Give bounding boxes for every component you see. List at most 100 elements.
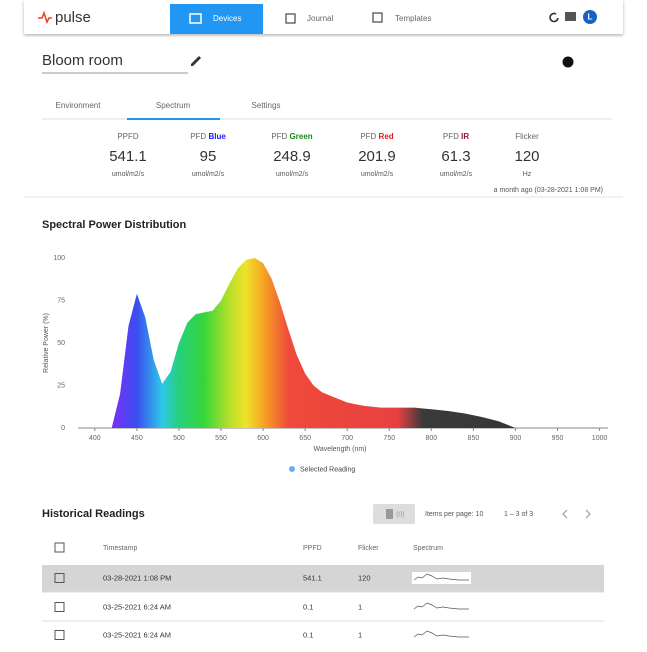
table: Timestamp PPFD Flicker Spectrum 03-28-2021 1… [42, 542, 604, 650]
checkbox[interactable] [54, 602, 65, 612]
logo: pulse [55, 9, 91, 26]
nav-tab-active[interactable] [170, 4, 263, 34]
page-size[interactable]: Items per page: 10 [425, 511, 483, 518]
tab[interactable]: Environment [56, 101, 102, 110]
chat-icon[interactable] [565, 12, 576, 21]
templates-icon [372, 12, 383, 23]
metric-label: Flicker [515, 132, 539, 141]
column-header: Spectrum [413, 545, 443, 552]
x-tick-label: 850 [468, 435, 480, 442]
header [24, 0, 623, 34]
metric-value: 248.9 [273, 148, 311, 165]
y-tick-label: 75 [57, 297, 65, 304]
x-tick-label: 1000 [592, 435, 608, 442]
avatar-letter: L [588, 13, 593, 22]
y-tick-label: 100 [53, 255, 65, 262]
y-tick-label: 0 [61, 425, 65, 432]
delete-button[interactable] [373, 504, 415, 524]
metric-label-text: PFD [443, 132, 459, 141]
metric-value: 61.3 [441, 148, 470, 165]
metric-unit: umol/m2/s [112, 171, 145, 178]
row-selected [42, 565, 604, 592]
cell: 1 [358, 630, 362, 639]
spectrum-area [111, 258, 516, 428]
pager[interactable] [562, 509, 591, 519]
cell: 0.1 [303, 630, 313, 639]
nav-tab[interactable]: Templates [395, 14, 431, 23]
page-range: 1 – 3 of 3 [504, 511, 533, 518]
journal-icon [285, 13, 296, 24]
x-tick-label: 500 [173, 435, 185, 442]
sparkline [413, 602, 469, 610]
metric-unit: umol/m2/s [192, 171, 225, 178]
cell: 541.1 [303, 573, 322, 582]
column-header: PPFD [303, 545, 322, 552]
refresh-icon[interactable] [549, 12, 559, 23]
nav-tab[interactable]: Devices [213, 14, 241, 23]
column-header: Flicker [358, 545, 379, 552]
cell: 1 [358, 602, 362, 611]
x-tick-label: 550 [215, 435, 227, 442]
metric-label-text: PFD [190, 132, 206, 141]
y-axis-label: Relative Power (%) [43, 313, 50, 373]
x-tick-label: 950 [552, 435, 564, 442]
section-title: Historical Readings [42, 508, 145, 520]
device-name[interactable]: Bloom room [42, 52, 123, 69]
metric-accent: Green [290, 132, 313, 141]
checkbox[interactable] [54, 542, 65, 553]
y-tick-label: 25 [57, 382, 65, 389]
cell: 03-25-2021 6:24 AM [103, 602, 171, 611]
metric-value: 95 [200, 148, 217, 165]
edit-icon[interactable] [191, 56, 201, 66]
metric-unit: umol/m2/s [440, 171, 473, 178]
chart-title: Spectral Power Distribution [42, 219, 187, 231]
devices-icon [189, 13, 202, 24]
metric-label: PFD Red [360, 132, 393, 141]
metric-label: PPFD [117, 132, 139, 141]
metric-label: PFD IR [443, 132, 469, 141]
nav-tab[interactable]: Journal [307, 14, 333, 23]
cell: 0.1 [303, 602, 313, 611]
metric-accent: IR [461, 132, 469, 141]
tab[interactable]: Spectrum [156, 101, 191, 110]
plot: 400 450 500 550 600 650 700 750 800 850 900 950 1000… [53, 255, 608, 442]
x-tick-label: 400 [89, 435, 101, 442]
x-tick-label: 600 [257, 435, 269, 442]
x-tick-label: 700 [341, 435, 353, 442]
trash-icon [386, 509, 393, 519]
cell: 120 [358, 573, 371, 582]
checkbox[interactable] [54, 573, 65, 583]
x-tick-label: 450 [131, 435, 143, 442]
metric-label: PFD Blue [190, 132, 226, 141]
legend-swatch [289, 466, 295, 472]
cell: 03-25-2021 6:24 AM [103, 630, 171, 639]
metric-label: PFD Green [271, 132, 312, 141]
metrics: PPFD 541.1 umol/m2/s PFD Blue 95 umol/m2/s PFD… [109, 132, 539, 178]
metric-unit: umol/m2/s [361, 171, 394, 178]
avatar[interactable] [583, 10, 597, 24]
x-tick-label: 800 [425, 435, 437, 442]
metric-value: 201.9 [358, 148, 396, 165]
delete-count: (0) [396, 511, 405, 518]
sparkline [413, 630, 469, 638]
checkbox[interactable] [54, 630, 65, 640]
metric-label-text: Flicker [515, 132, 539, 141]
legend-label[interactable]: Selected Reading [300, 466, 355, 473]
info-icon[interactable] [562, 56, 574, 68]
metric-value: 120 [514, 148, 539, 165]
tab[interactable]: Settings [252, 101, 281, 110]
cell: 03-28-2021 1:08 PM [103, 573, 171, 582]
x-tick-label: 900 [510, 435, 522, 442]
x-tick-label: 750 [383, 435, 395, 442]
metric-unit: Hz [523, 171, 532, 178]
metric-label-text: PFD [360, 132, 376, 141]
logo-icon [38, 10, 52, 25]
x-axis-label: Wavelength (nm) [313, 446, 366, 453]
column-header: Timestamp [103, 545, 137, 552]
metric-label-text: PFD [271, 132, 287, 141]
metric-unit: umol/m2/s [276, 171, 309, 178]
sparkline [413, 573, 469, 581]
metric-label-text: PPFD [117, 132, 139, 141]
metric-value: 541.1 [109, 148, 147, 165]
